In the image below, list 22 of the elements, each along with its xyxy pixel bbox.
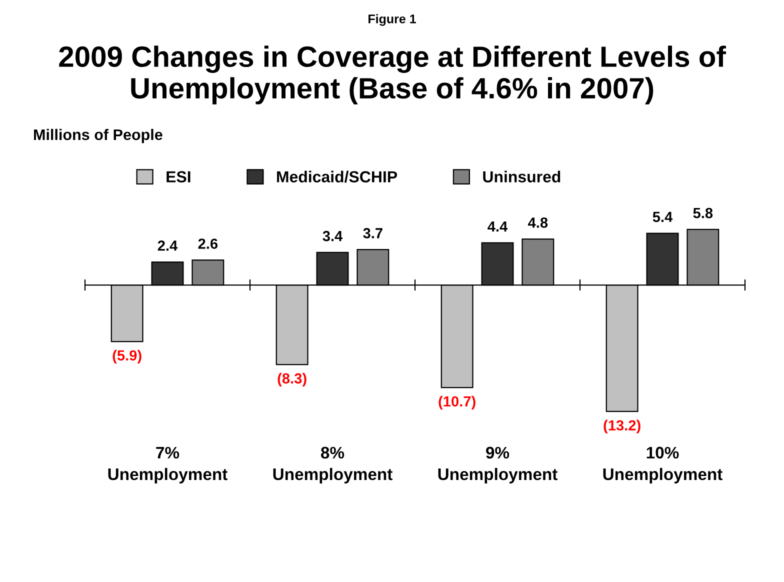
data-label: 4.8 (528, 217, 548, 228)
x-tick-label: 8% Unemployment (273, 446, 392, 484)
caption: Figure 1 (368, 14, 416, 26)
data-label: 5.8 (693, 208, 713, 218)
data-label: 2.4 (158, 240, 178, 251)
legend-label: Uninsured (483, 170, 560, 182)
x-tick-label: 10% Unemployment (603, 446, 722, 484)
data-label: 4.4 (488, 221, 508, 232)
data-label: (8.3) (278, 372, 306, 386)
data-label: (5.9) (112, 350, 142, 364)
data-label: 3.4 (322, 230, 343, 242)
data-label: 2.6 (198, 238, 218, 249)
data-label: (13.2) (604, 420, 640, 434)
data-label: 3.7 (363, 228, 382, 238)
x-tick-label: 9% Unemployment (438, 446, 558, 484)
chart-title: 2009 Changes in Coverage at Different Levels of Unemployment (Base of 4.6% in 2007) (59, 46, 726, 104)
data-label: (10.7) (438, 396, 476, 410)
legend-label: ESI (166, 171, 190, 182)
text: Millions of People (34, 128, 162, 144)
data-label: 5.4 (652, 212, 673, 222)
x-tick-label: 7% Unemployment (108, 446, 228, 484)
legend-label: Medicaid/SCHIP (277, 170, 398, 183)
